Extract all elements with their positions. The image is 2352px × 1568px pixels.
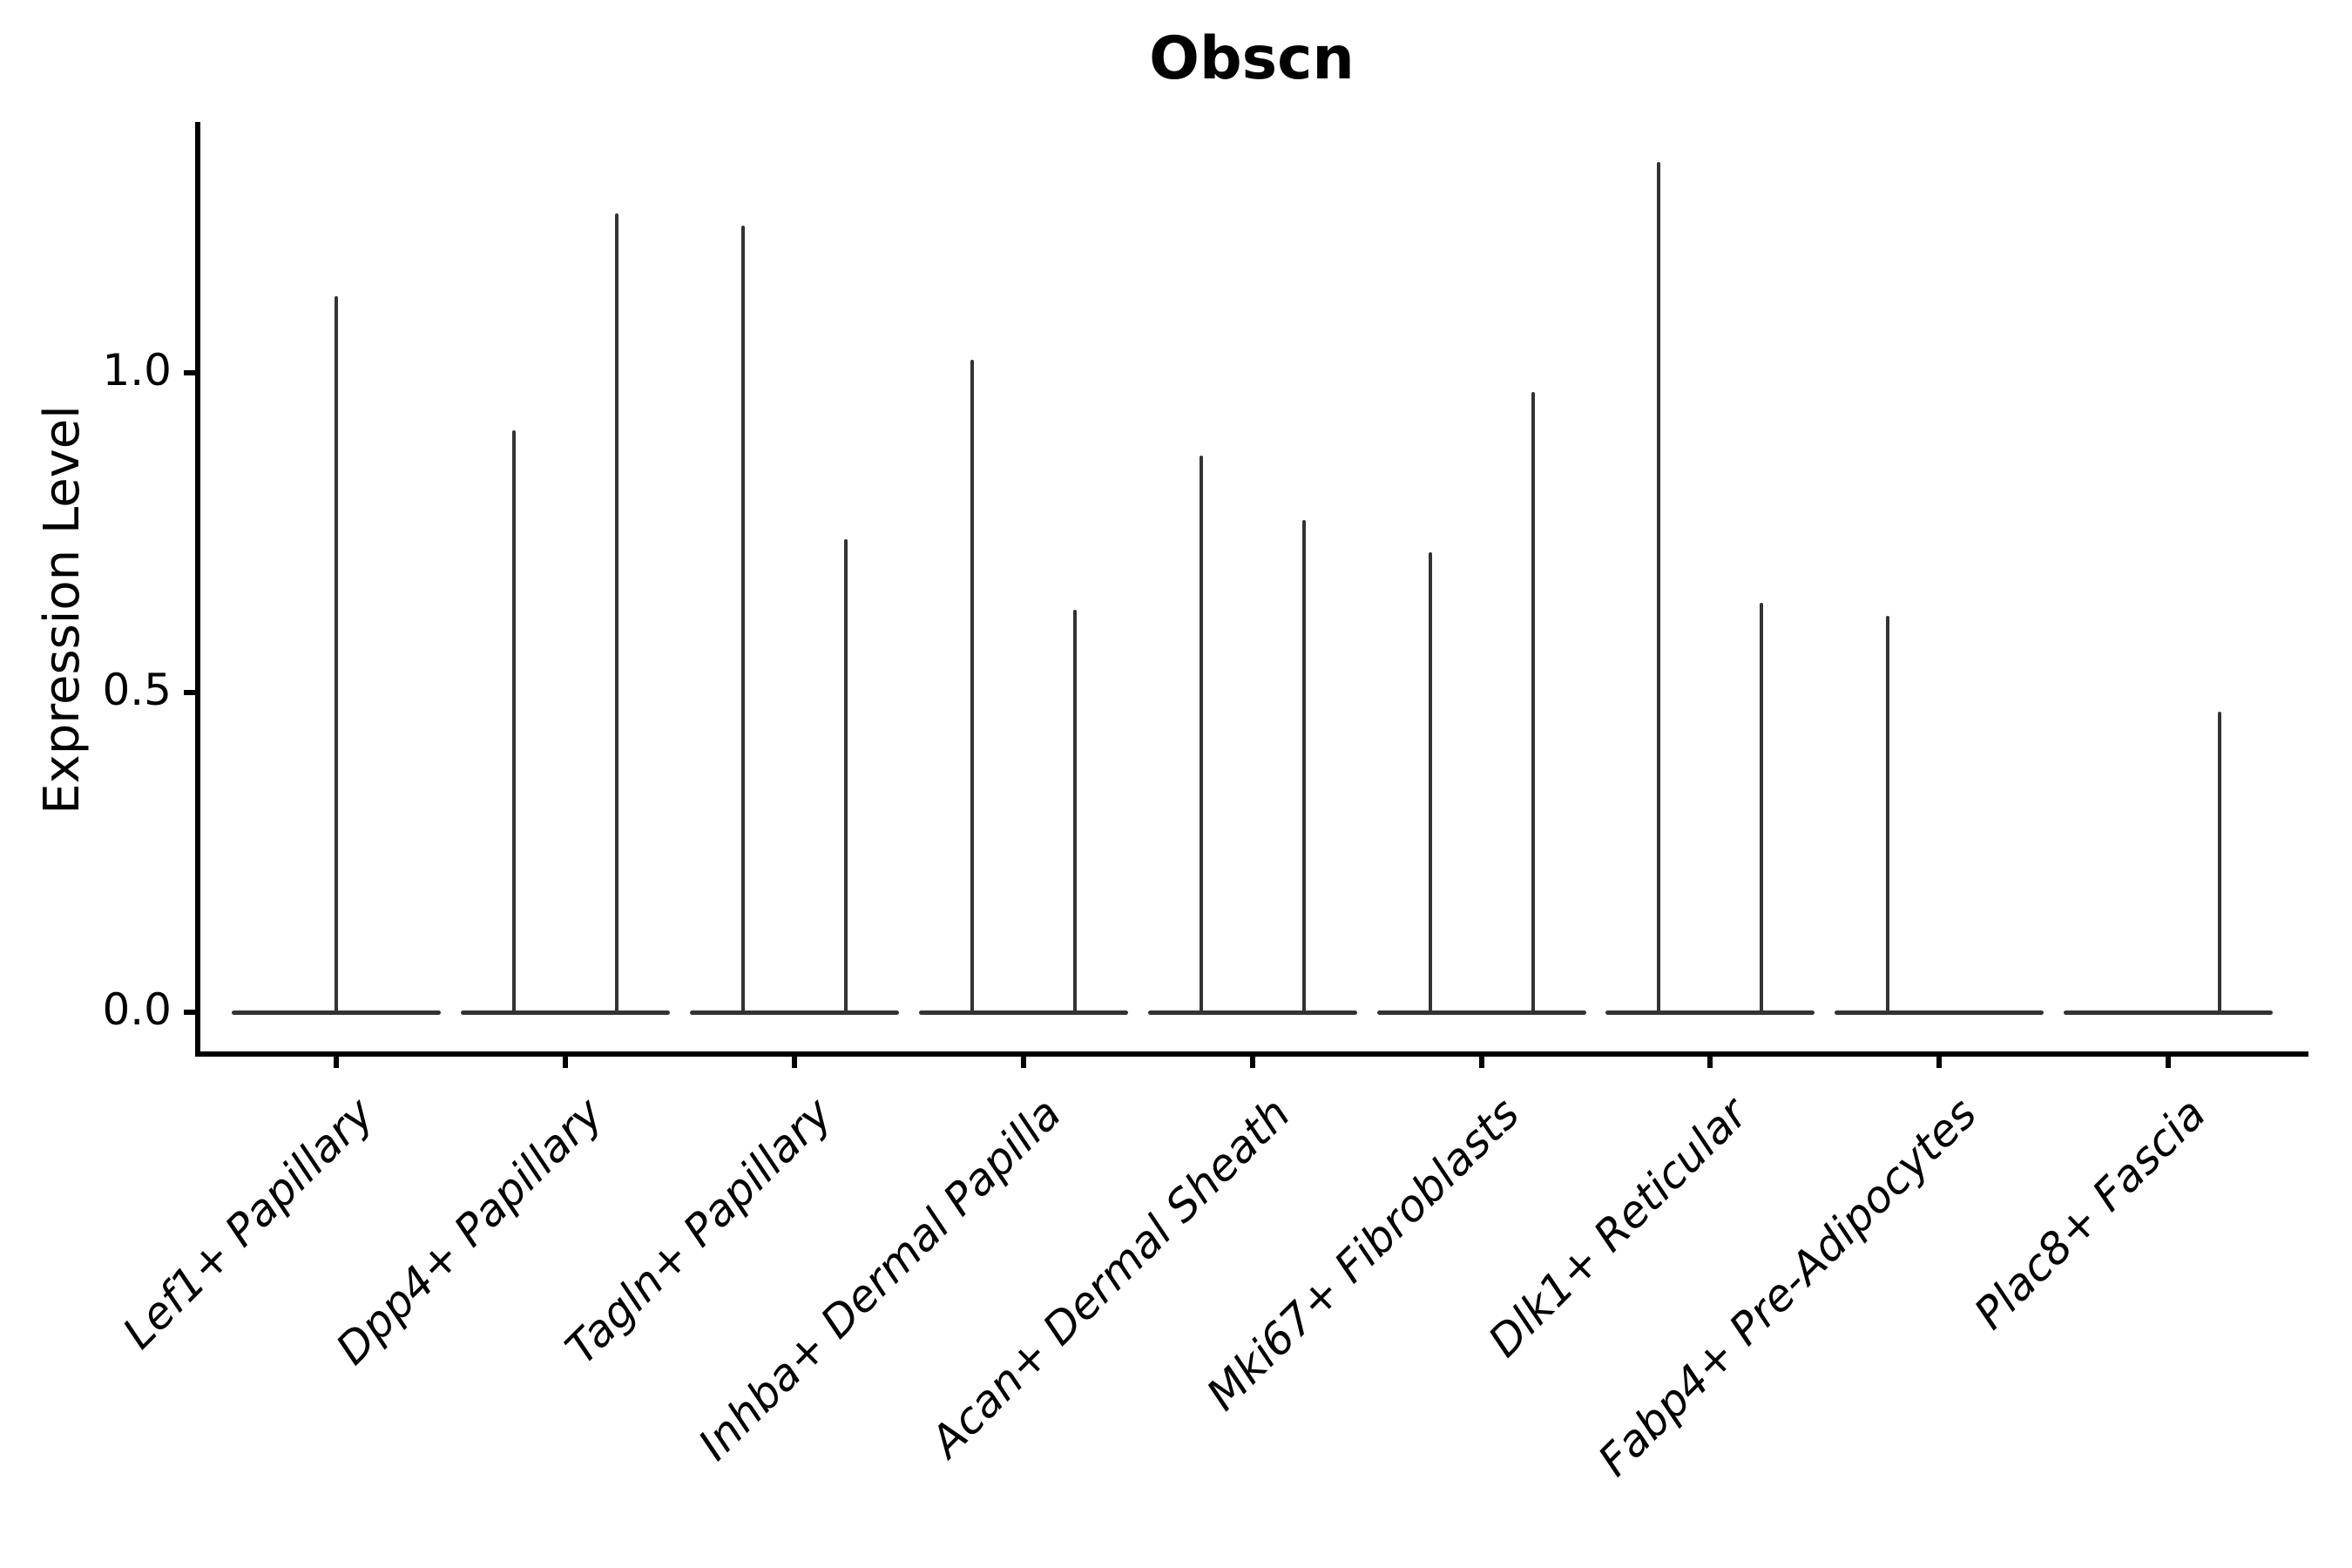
y-axis-label: Expression Level	[34, 405, 91, 814]
x-tick	[1249, 1057, 1255, 1068]
y-tick-label: 0.5	[102, 665, 172, 715]
violin-base	[460, 1010, 670, 1015]
y-tick	[184, 1010, 195, 1015]
violin-spike	[1301, 519, 1306, 1014]
violin-spike	[511, 430, 516, 1014]
x-tick	[1020, 1057, 1026, 1068]
x-tick-label: Plac8+ Fascia	[1964, 1088, 2216, 1340]
chart-title: Obscn	[1149, 24, 1355, 93]
x-tick	[2166, 1057, 2172, 1068]
y-tick-label: 1.0	[102, 345, 172, 395]
violin-spike	[1657, 161, 1661, 1014]
violin-spike	[1199, 456, 1203, 1014]
violin-spike	[1760, 603, 1764, 1014]
y-tick	[184, 690, 195, 695]
x-tick	[791, 1057, 797, 1068]
x-tick-label: Lef1+ Papillary	[112, 1088, 384, 1359]
x-axis-spine	[195, 1051, 2308, 1057]
violin-base	[689, 1010, 899, 1015]
x-tick	[1707, 1057, 1713, 1068]
violin-base	[1376, 1010, 1586, 1015]
y-tick-label: 0.0	[102, 984, 172, 1035]
violin-base	[1835, 1010, 2044, 1015]
violin-spike	[1428, 551, 1432, 1014]
violin-spike	[843, 538, 848, 1014]
x-tick	[1936, 1057, 1943, 1068]
violin-spike	[2218, 712, 2222, 1014]
y-axis-spine	[195, 122, 200, 1057]
violin-spike	[740, 226, 745, 1014]
x-tick	[334, 1057, 339, 1068]
violin-spike	[1531, 392, 1535, 1014]
violin-spike	[335, 295, 338, 1014]
violin-base	[2064, 1010, 2274, 1015]
x-tick-label: Fabp4+ Pre-Adipocytes	[1588, 1088, 1987, 1486]
violin-spike	[1072, 609, 1077, 1014]
violin-spike	[970, 360, 974, 1014]
violin-spike	[614, 213, 618, 1014]
x-tick	[1478, 1057, 1484, 1068]
y-tick	[184, 370, 195, 375]
violin-spike	[1886, 615, 1890, 1014]
violin-base	[918, 1010, 1128, 1015]
x-tick	[562, 1057, 568, 1068]
violin-base	[1605, 1010, 1815, 1015]
violin-base	[1147, 1010, 1357, 1015]
